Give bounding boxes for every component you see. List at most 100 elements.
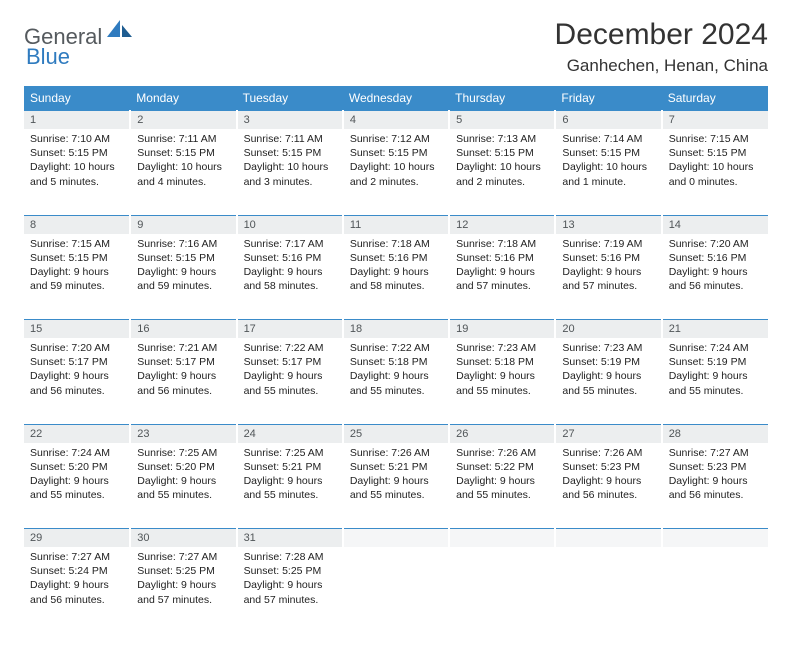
day-body-cell: Sunrise: 7:27 AMSunset: 5:24 PMDaylight:… [24,547,130,633]
day-body-cell: Sunrise: 7:20 AMSunset: 5:17 PMDaylight:… [24,338,130,424]
daylight-line: Daylight: 9 hours and 55 minutes. [350,369,442,397]
sunset-line: Sunset: 5:19 PM [669,355,762,369]
day-number-cell: 12 [449,215,555,234]
day-body-row: Sunrise: 7:20 AMSunset: 5:17 PMDaylight:… [24,338,768,424]
sunrise-line: Sunrise: 7:17 AM [244,237,336,251]
day-body-cell: Sunrise: 7:15 AMSunset: 5:15 PMDaylight:… [24,234,130,320]
daylight-line: Daylight: 9 hours and 55 minutes. [244,474,336,502]
day-body-cell: Sunrise: 7:26 AMSunset: 5:21 PMDaylight:… [343,443,449,529]
sunset-line: Sunset: 5:15 PM [30,251,123,265]
daylight-line: Daylight: 9 hours and 56 minutes. [669,265,762,293]
daylight-line: Daylight: 9 hours and 55 minutes. [669,369,762,397]
day-body-cell: Sunrise: 7:25 AMSunset: 5:20 PMDaylight:… [130,443,236,529]
day-header: Tuesday [237,86,343,111]
daylight-line: Daylight: 9 hours and 56 minutes. [137,369,229,397]
sunrise-line: Sunrise: 7:11 AM [137,132,229,146]
day-body-cell [343,547,449,633]
day-body-cell: Sunrise: 7:13 AMSunset: 5:15 PMDaylight:… [449,129,555,215]
day-body-cell: Sunrise: 7:11 AMSunset: 5:15 PMDaylight:… [237,129,343,215]
day-body-cell: Sunrise: 7:23 AMSunset: 5:18 PMDaylight:… [449,338,555,424]
day-number-cell: 27 [555,424,661,443]
day-number-cell: 17 [237,320,343,339]
page-header: General December 2024 Ganhechen, Henan, … [24,18,768,76]
day-body-cell: Sunrise: 7:14 AMSunset: 5:15 PMDaylight:… [555,129,661,215]
sunset-line: Sunset: 5:16 PM [456,251,548,265]
daylight-line: Daylight: 9 hours and 55 minutes. [456,369,548,397]
sunrise-line: Sunrise: 7:18 AM [350,237,442,251]
sunset-line: Sunset: 5:22 PM [456,460,548,474]
sunset-line: Sunset: 5:15 PM [669,146,762,160]
daylight-line: Daylight: 9 hours and 55 minutes. [137,474,229,502]
sunset-line: Sunset: 5:25 PM [244,564,336,578]
day-body-row: Sunrise: 7:24 AMSunset: 5:20 PMDaylight:… [24,443,768,529]
daylight-line: Daylight: 9 hours and 58 minutes. [350,265,442,293]
sunset-line: Sunset: 5:23 PM [669,460,762,474]
day-number-cell: 22 [24,424,130,443]
sunrise-line: Sunrise: 7:24 AM [669,341,762,355]
sunrise-line: Sunrise: 7:14 AM [562,132,654,146]
day-number-cell: 19 [449,320,555,339]
day-body-cell: Sunrise: 7:12 AMSunset: 5:15 PMDaylight:… [343,129,449,215]
logo-blue-wrap: Blue [24,44,70,70]
sunset-line: Sunset: 5:24 PM [30,564,123,578]
day-number-cell: 10 [237,215,343,234]
sunset-line: Sunset: 5:15 PM [137,251,229,265]
day-body-cell: Sunrise: 7:22 AMSunset: 5:18 PMDaylight:… [343,338,449,424]
daynum-row: 22232425262728 [24,424,768,443]
sunrise-line: Sunrise: 7:27 AM [669,446,762,460]
day-number-cell: 16 [130,320,236,339]
sunrise-line: Sunrise: 7:27 AM [137,550,229,564]
day-body-cell: Sunrise: 7:25 AMSunset: 5:21 PMDaylight:… [237,443,343,529]
sunrise-line: Sunrise: 7:27 AM [30,550,123,564]
logo-text-blue: Blue [26,44,70,69]
day-number-cell: 14 [662,215,768,234]
day-number-cell: 2 [130,111,236,130]
daylight-line: Daylight: 9 hours and 59 minutes. [137,265,229,293]
day-body-cell: Sunrise: 7:28 AMSunset: 5:25 PMDaylight:… [237,547,343,633]
sunrise-line: Sunrise: 7:20 AM [669,237,762,251]
sunrise-line: Sunrise: 7:15 AM [669,132,762,146]
sunset-line: Sunset: 5:17 PM [137,355,229,369]
day-body-row: Sunrise: 7:27 AMSunset: 5:24 PMDaylight:… [24,547,768,633]
day-number-cell: 11 [343,215,449,234]
daylight-line: Daylight: 9 hours and 58 minutes. [244,265,336,293]
sunset-line: Sunset: 5:25 PM [137,564,229,578]
day-header: Thursday [449,86,555,111]
sunset-line: Sunset: 5:15 PM [562,146,654,160]
day-body-cell: Sunrise: 7:19 AMSunset: 5:16 PMDaylight:… [555,234,661,320]
day-number-cell [555,529,661,548]
day-body-cell: Sunrise: 7:15 AMSunset: 5:15 PMDaylight:… [662,129,768,215]
day-header: Monday [130,86,236,111]
day-number-cell: 30 [130,529,236,548]
daylight-line: Daylight: 9 hours and 55 minutes. [456,474,548,502]
daylight-line: Daylight: 9 hours and 57 minutes. [137,578,229,606]
day-body-cell: Sunrise: 7:10 AMSunset: 5:15 PMDaylight:… [24,129,130,215]
day-body-row: Sunrise: 7:10 AMSunset: 5:15 PMDaylight:… [24,129,768,215]
day-body-cell: Sunrise: 7:21 AMSunset: 5:17 PMDaylight:… [130,338,236,424]
daylight-line: Daylight: 9 hours and 55 minutes. [244,369,336,397]
day-body-cell: Sunrise: 7:27 AMSunset: 5:23 PMDaylight:… [662,443,768,529]
sunset-line: Sunset: 5:16 PM [562,251,654,265]
sunrise-line: Sunrise: 7:20 AM [30,341,123,355]
daylight-line: Daylight: 9 hours and 56 minutes. [562,474,654,502]
day-number-cell: 8 [24,215,130,234]
sunrise-line: Sunrise: 7:22 AM [350,341,442,355]
sunrise-line: Sunrise: 7:26 AM [562,446,654,460]
day-number-cell: 31 [237,529,343,548]
sunset-line: Sunset: 5:16 PM [669,251,762,265]
daylight-line: Daylight: 10 hours and 5 minutes. [30,160,123,188]
daynum-row: 891011121314 [24,215,768,234]
day-number-cell: 21 [662,320,768,339]
daylight-line: Daylight: 9 hours and 55 minutes. [350,474,442,502]
day-header: Wednesday [343,86,449,111]
sunset-line: Sunset: 5:15 PM [137,146,229,160]
day-number-cell: 4 [343,111,449,130]
sunrise-line: Sunrise: 7:23 AM [562,341,654,355]
sunset-line: Sunset: 5:18 PM [456,355,548,369]
daylight-line: Daylight: 10 hours and 0 minutes. [669,160,762,188]
sunset-line: Sunset: 5:15 PM [456,146,548,160]
daylight-line: Daylight: 9 hours and 56 minutes. [30,578,123,606]
day-body-cell [555,547,661,633]
day-number-cell: 7 [662,111,768,130]
day-number-cell: 24 [237,424,343,443]
